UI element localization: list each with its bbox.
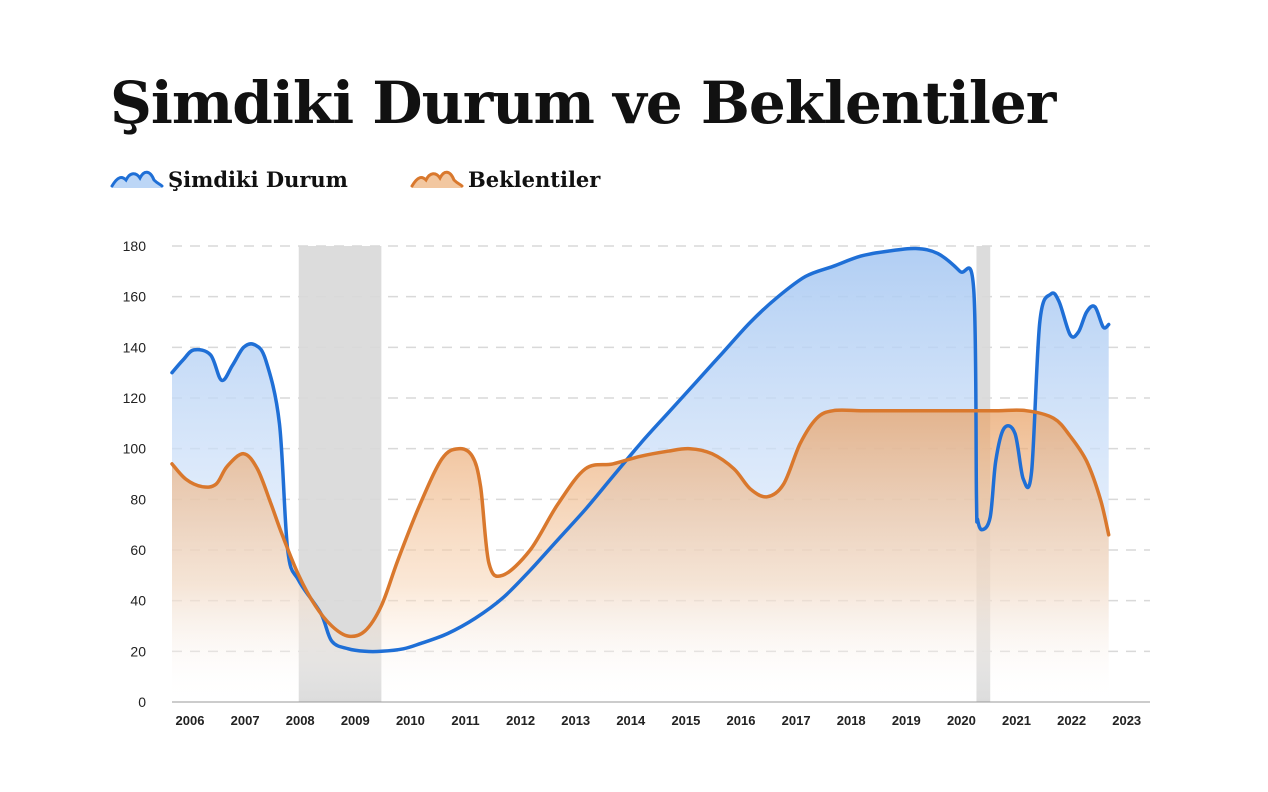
x-tick-label: 2008 [286, 713, 315, 728]
y-tick-label: 80 [130, 491, 146, 507]
legend-swatch-blue-icon [110, 170, 164, 188]
chart-title: Şimdiki Durum ve Beklentiler [110, 69, 1056, 137]
x-tick-label: 2010 [396, 713, 425, 728]
y-tick-label: 20 [130, 643, 146, 659]
x-tick-label: 2006 [176, 713, 205, 728]
legend-swatch-orange-icon [410, 170, 464, 188]
legend: Şimdiki Durum Beklentiler [110, 166, 810, 196]
legend-label: Şimdiki Durum [168, 166, 348, 192]
y-tick-label: 180 [123, 238, 147, 254]
x-tick-label: 2007 [231, 713, 260, 728]
y-tick-label: 60 [130, 542, 146, 558]
y-tick-label: 100 [123, 441, 147, 457]
y-tick-label: 40 [130, 593, 146, 609]
x-tick-label: 2016 [727, 713, 756, 728]
axes: 0 20 40 60 80 100 120 140 160 180 2006 2007 2008 2009… [123, 238, 1150, 728]
x-tick-label: 2023 [1112, 713, 1141, 728]
x-tick-label: 2014 [616, 713, 646, 728]
x-tick-label: 2012 [506, 713, 535, 728]
x-tick-label: 2022 [1057, 713, 1086, 728]
legend-item-beklentiler: Beklentiler [410, 166, 600, 192]
x-tick-label: 2015 [671, 713, 700, 728]
series-line [170, 408, 1111, 639]
x-tick-label: 2019 [892, 713, 921, 728]
y-tick-label: 120 [123, 390, 147, 406]
x-tick-label: 2020 [947, 713, 976, 728]
series-line [170, 246, 1111, 654]
legend-label: Beklentiler [468, 166, 601, 192]
series-area [172, 410, 1109, 702]
x-tick-label: 2018 [837, 713, 866, 728]
x-tick-label: 2011 [451, 713, 479, 728]
legend-item-simdiki-durum: Şimdiki Durum [110, 166, 348, 192]
x-tick-label: 2013 [561, 713, 590, 728]
series-areas [172, 248, 1109, 702]
y-tick-label: 0 [138, 694, 146, 710]
y-tick-label: 160 [123, 289, 147, 305]
series-lines [170, 246, 1111, 654]
x-tick-label: 2009 [341, 713, 370, 728]
x-tick-label: 2021 [1002, 713, 1031, 728]
y-tick-label: 140 [123, 339, 147, 355]
x-tick-label: 2017 [782, 713, 811, 728]
